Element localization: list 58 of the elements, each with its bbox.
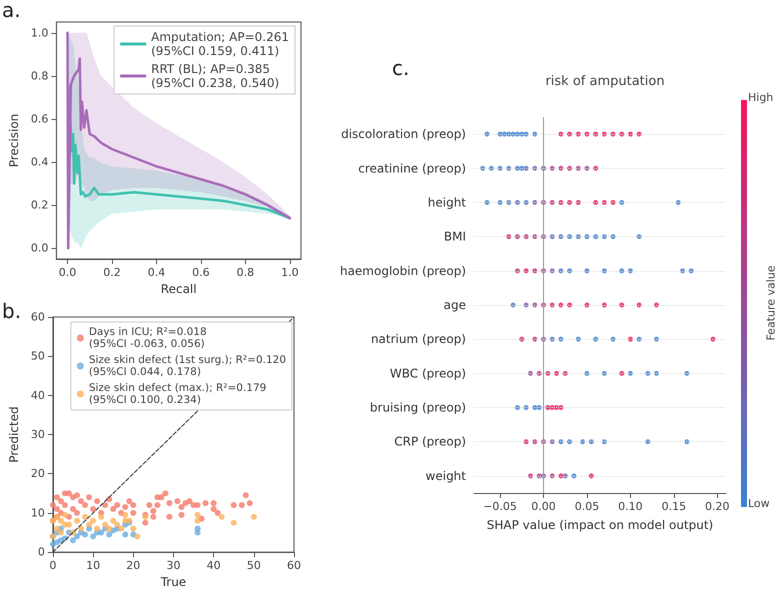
chart-title: risk of amputation — [545, 74, 665, 89]
x-tick-label: 0.8 — [236, 266, 254, 279]
x-tick-label: 30 — [166, 559, 180, 572]
x-tick-label: 0.2 — [103, 266, 121, 279]
y-tick-label: CRP (preop) — [394, 434, 466, 449]
y-tick-label: weight — [426, 468, 466, 483]
y-axis-title: Predicted — [7, 406, 21, 463]
text: a. — [2, 0, 21, 22]
y-tick-label: 50 — [30, 350, 45, 363]
x-tick-label: 0.20 — [705, 500, 730, 513]
x-tick-label: −0.05 — [483, 500, 517, 513]
y-tick-label: bruising (preop) — [370, 400, 466, 415]
x-tick-label: 50 — [246, 559, 261, 572]
x-tick-label: 20 — [126, 559, 140, 572]
text: b. — [2, 299, 22, 323]
y-tick-label: 1.0 — [30, 26, 48, 40]
legend-label: Days in ICU; R²=0.018 (95%CI -0.063, 0.056) — [88, 326, 207, 350]
y-tick-label: 20 — [30, 467, 45, 480]
y-axis-title: Precision — [7, 114, 21, 168]
x-tick-label: 0.10 — [618, 500, 643, 513]
x-tick-label: 0.6 — [192, 266, 210, 279]
legend-label: Size skin defect (1st surg.); R²=0.120 (95%CI 0.044, 0.178) — [88, 354, 286, 378]
y-tick-label: height — [428, 195, 466, 210]
y-tick-label: 0.4 — [30, 156, 48, 169]
legend-label: Size skin defect (max.); R²=0.179 (95%CI 0.100, 0.234) — [88, 382, 266, 406]
text: Low — [748, 497, 770, 510]
y-tick-label: creatinine (preop) — [358, 161, 466, 176]
y-tick-label: age — [444, 298, 466, 312]
y-tick-label: haemoglobin (preop) — [340, 264, 466, 278]
x-tick-label: 10 — [86, 559, 100, 572]
x-axis-title: True — [160, 575, 186, 589]
y-tick-label: 0.2 — [30, 198, 48, 212]
y-tick-label: 30 — [30, 428, 45, 442]
y-tick-label: natrium (preop) — [370, 332, 466, 346]
y-tick-label: 0.6 — [30, 112, 48, 126]
text: Feature value — [764, 265, 777, 341]
legend-label: RRT (BL); AP=0.385 (95%CI 0.238, 0.540) — [151, 62, 280, 90]
x-tick-label: 0.05 — [574, 500, 600, 513]
x-axis-title: SHAP value (impact on model output) — [486, 518, 714, 532]
x-axis-title: Recall — [160, 282, 197, 296]
x-tick-label: 60 — [287, 559, 301, 572]
y-tick-label: 0.8 — [30, 69, 48, 82]
x-tick-label: 0.15 — [662, 500, 686, 513]
y-tick-label: 40 — [30, 388, 45, 402]
x-tick-label: 0.4 — [148, 266, 166, 279]
y-tick-label: 60 — [30, 310, 45, 324]
x-tick-label: 0.00 — [531, 500, 556, 513]
y-tick-label: WBC (preop) — [390, 366, 466, 380]
x-tick-label: 1.0 — [281, 266, 299, 279]
y-tick-label: 0.0 — [30, 242, 48, 255]
x-tick-label: 0.0 — [58, 266, 76, 279]
text: c. — [392, 56, 410, 80]
legend-label: Amputation; AP=0.261 (95%CI 0.159, 0.411) — [151, 30, 290, 58]
x-tick-label: 40 — [206, 559, 221, 572]
y-tick-label: BMI — [444, 230, 466, 244]
y-tick-label: 0 — [38, 546, 45, 559]
text: High — [748, 91, 774, 104]
y-tick-label: discoloration (preop) — [341, 127, 466, 142]
